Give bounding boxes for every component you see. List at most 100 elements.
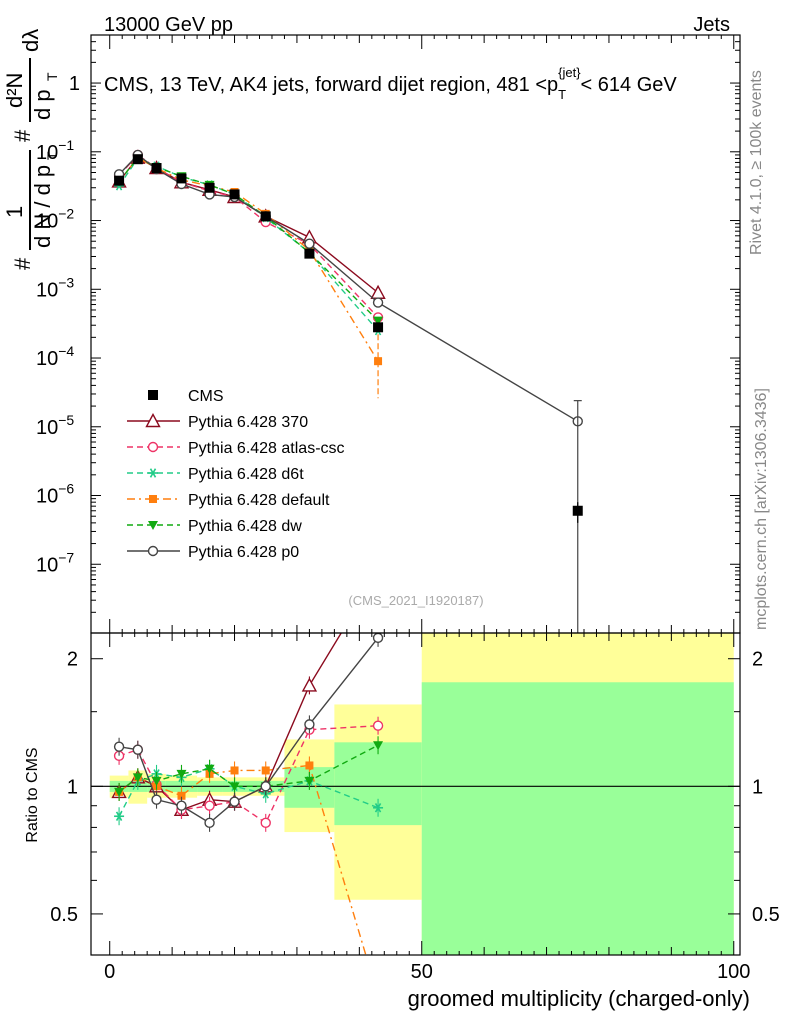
svg-text:#: # (10, 129, 35, 142)
star-arm (149, 468, 157, 478)
point-dw (373, 316, 384, 326)
ratio-point-default (230, 766, 239, 775)
ratio-y-tick-label: 0.5 (50, 904, 78, 926)
y-tick-base: 10 (36, 417, 58, 439)
legend-entry-atlas: Pythia 6.428 atlas-csc (127, 440, 345, 457)
header-left: 13000 GeV pp (104, 14, 233, 36)
series-d6t (114, 153, 384, 336)
y-tick-exp: −7 (58, 549, 74, 565)
series-line-default (118, 156, 379, 362)
ratio-uncertainty-bands (91, 633, 740, 955)
ratio-point-dw (151, 776, 162, 786)
svg-text:1: 1 (2, 206, 27, 218)
legend-label-atlas: Pythia 6.428 atlas-csc (188, 440, 345, 457)
ratio-y-tick-label: 2 (67, 649, 78, 671)
legend-entry-p370: Pythia 6.428 370 (127, 413, 308, 431)
svg-text:T: T (44, 151, 60, 160)
ratio-y-tick-label-right: 0.5 (752, 904, 780, 926)
y-tick-exp: −3 (58, 274, 74, 290)
legend-marker-dw (148, 521, 158, 530)
legend-marker-CMS (148, 390, 158, 400)
y-tick-base: 1 (69, 73, 80, 95)
legend-marker-default (149, 495, 157, 503)
ratio-series-p0 (113, 633, 384, 832)
series-p0 (113, 149, 583, 427)
legend-label-dw: Pythia 6.428 dw (188, 518, 302, 535)
cms-point (260, 211, 271, 222)
y-tick-exp: −1 (58, 137, 74, 153)
legend-entry-d6t: Pythia 6.428 d6t (127, 466, 304, 483)
ratio-point-dw (204, 764, 215, 774)
main-y-tick-label: 10−3 (36, 274, 74, 301)
svg-text:d N / d p: d N / d p (30, 165, 55, 248)
legend-marker-atlas (147, 441, 159, 453)
main-y-tick-label: 10−6 (36, 481, 74, 508)
y-tick-base: 10 (36, 486, 58, 508)
ratio-point-d6t (114, 811, 125, 821)
ratio-line-dw (118, 744, 379, 793)
x-tick-label: 50 (411, 961, 433, 983)
cms-point (114, 175, 125, 186)
ratio-point-p0 (229, 796, 240, 807)
ratio-y-tick-label-right: 1 (752, 776, 763, 798)
y-tick-base: 10 (36, 211, 58, 233)
legend-label-d6t: Pythia 6.428 d6t (188, 466, 304, 483)
legend-label-CMS: CMS (188, 388, 224, 405)
svg-text:#: # (10, 257, 35, 270)
ratio-point-p0 (204, 817, 215, 829)
band-green (421, 682, 734, 955)
ratio-point-dw (373, 741, 384, 751)
point-default (374, 357, 383, 366)
cms-point (151, 163, 162, 174)
main-y-tick-label: 1 (69, 73, 80, 95)
x-tick-label: 100 (717, 961, 750, 983)
ratio-y-axis-label: Ratio to CMS (24, 747, 41, 842)
point-p0 (304, 238, 315, 249)
ratio-point-dw (132, 773, 143, 783)
legend-entry-default: Pythia 6.428 default (127, 492, 330, 509)
main-y-tick-label: 10−7 (36, 549, 74, 576)
legend-entry-p0: Pythia 6.428 p0 (127, 544, 299, 561)
legend-entry-CMS: CMS (148, 388, 224, 405)
ratio-frame (90, 632, 741, 956)
cms-point (373, 322, 384, 333)
ratio-y-tick-label-right: 2 (752, 649, 763, 671)
series-CMS (114, 154, 583, 523)
cms-point (132, 154, 143, 165)
star-arm (115, 811, 123, 821)
header-right: Jets (693, 14, 730, 36)
series-line-p370 (118, 156, 379, 294)
series-dw (114, 153, 384, 326)
main-y-tick-label: 10−5 (36, 412, 74, 439)
cms-point (572, 505, 583, 516)
chart-title: CMS, 13 TeV, AK4 jets, forward dijet reg… (104, 65, 677, 102)
legend-marker-d6t (148, 468, 158, 478)
svg-text:d p: d p (30, 89, 55, 120)
ratio-point-p0 (132, 744, 144, 755)
ratio-point-p370 (301, 677, 318, 692)
rivet-label: Rivet 4.1.0, ≥ 100k events (748, 70, 765, 255)
main-y-tick-label: 10−4 (36, 343, 74, 370)
legend-entry-dw: Pythia 6.428 dw (127, 518, 302, 535)
legend-label-p0: Pythia 6.428 p0 (188, 544, 299, 561)
ratio-point-dw (176, 769, 187, 779)
ratio-point-dw (229, 782, 240, 792)
ratio-point-default (177, 791, 186, 800)
svg-text:d²N: d²N (2, 73, 27, 108)
y-tick-base: 10 (36, 554, 58, 576)
legend-label-default: Pythia 6.428 default (188, 492, 330, 509)
legend-marker-p370 (145, 413, 161, 428)
series-line-atlas (118, 154, 379, 318)
y-tick-base: 10 (36, 348, 58, 370)
series-line-dw (118, 156, 379, 322)
y-tick-base: 10 (36, 279, 58, 301)
ratio-point-p0 (176, 800, 187, 811)
main-y-axis-label: # 1 d N / d p T # d²N d p T dλ (2, 29, 60, 270)
ratio-point-dw (114, 787, 125, 797)
svg-text:dλ: dλ (18, 29, 43, 52)
ratio-point-p0 (260, 781, 271, 792)
cms-point (229, 189, 240, 200)
ratio-point-p0 (113, 741, 125, 752)
ratio-point-default (261, 766, 270, 775)
